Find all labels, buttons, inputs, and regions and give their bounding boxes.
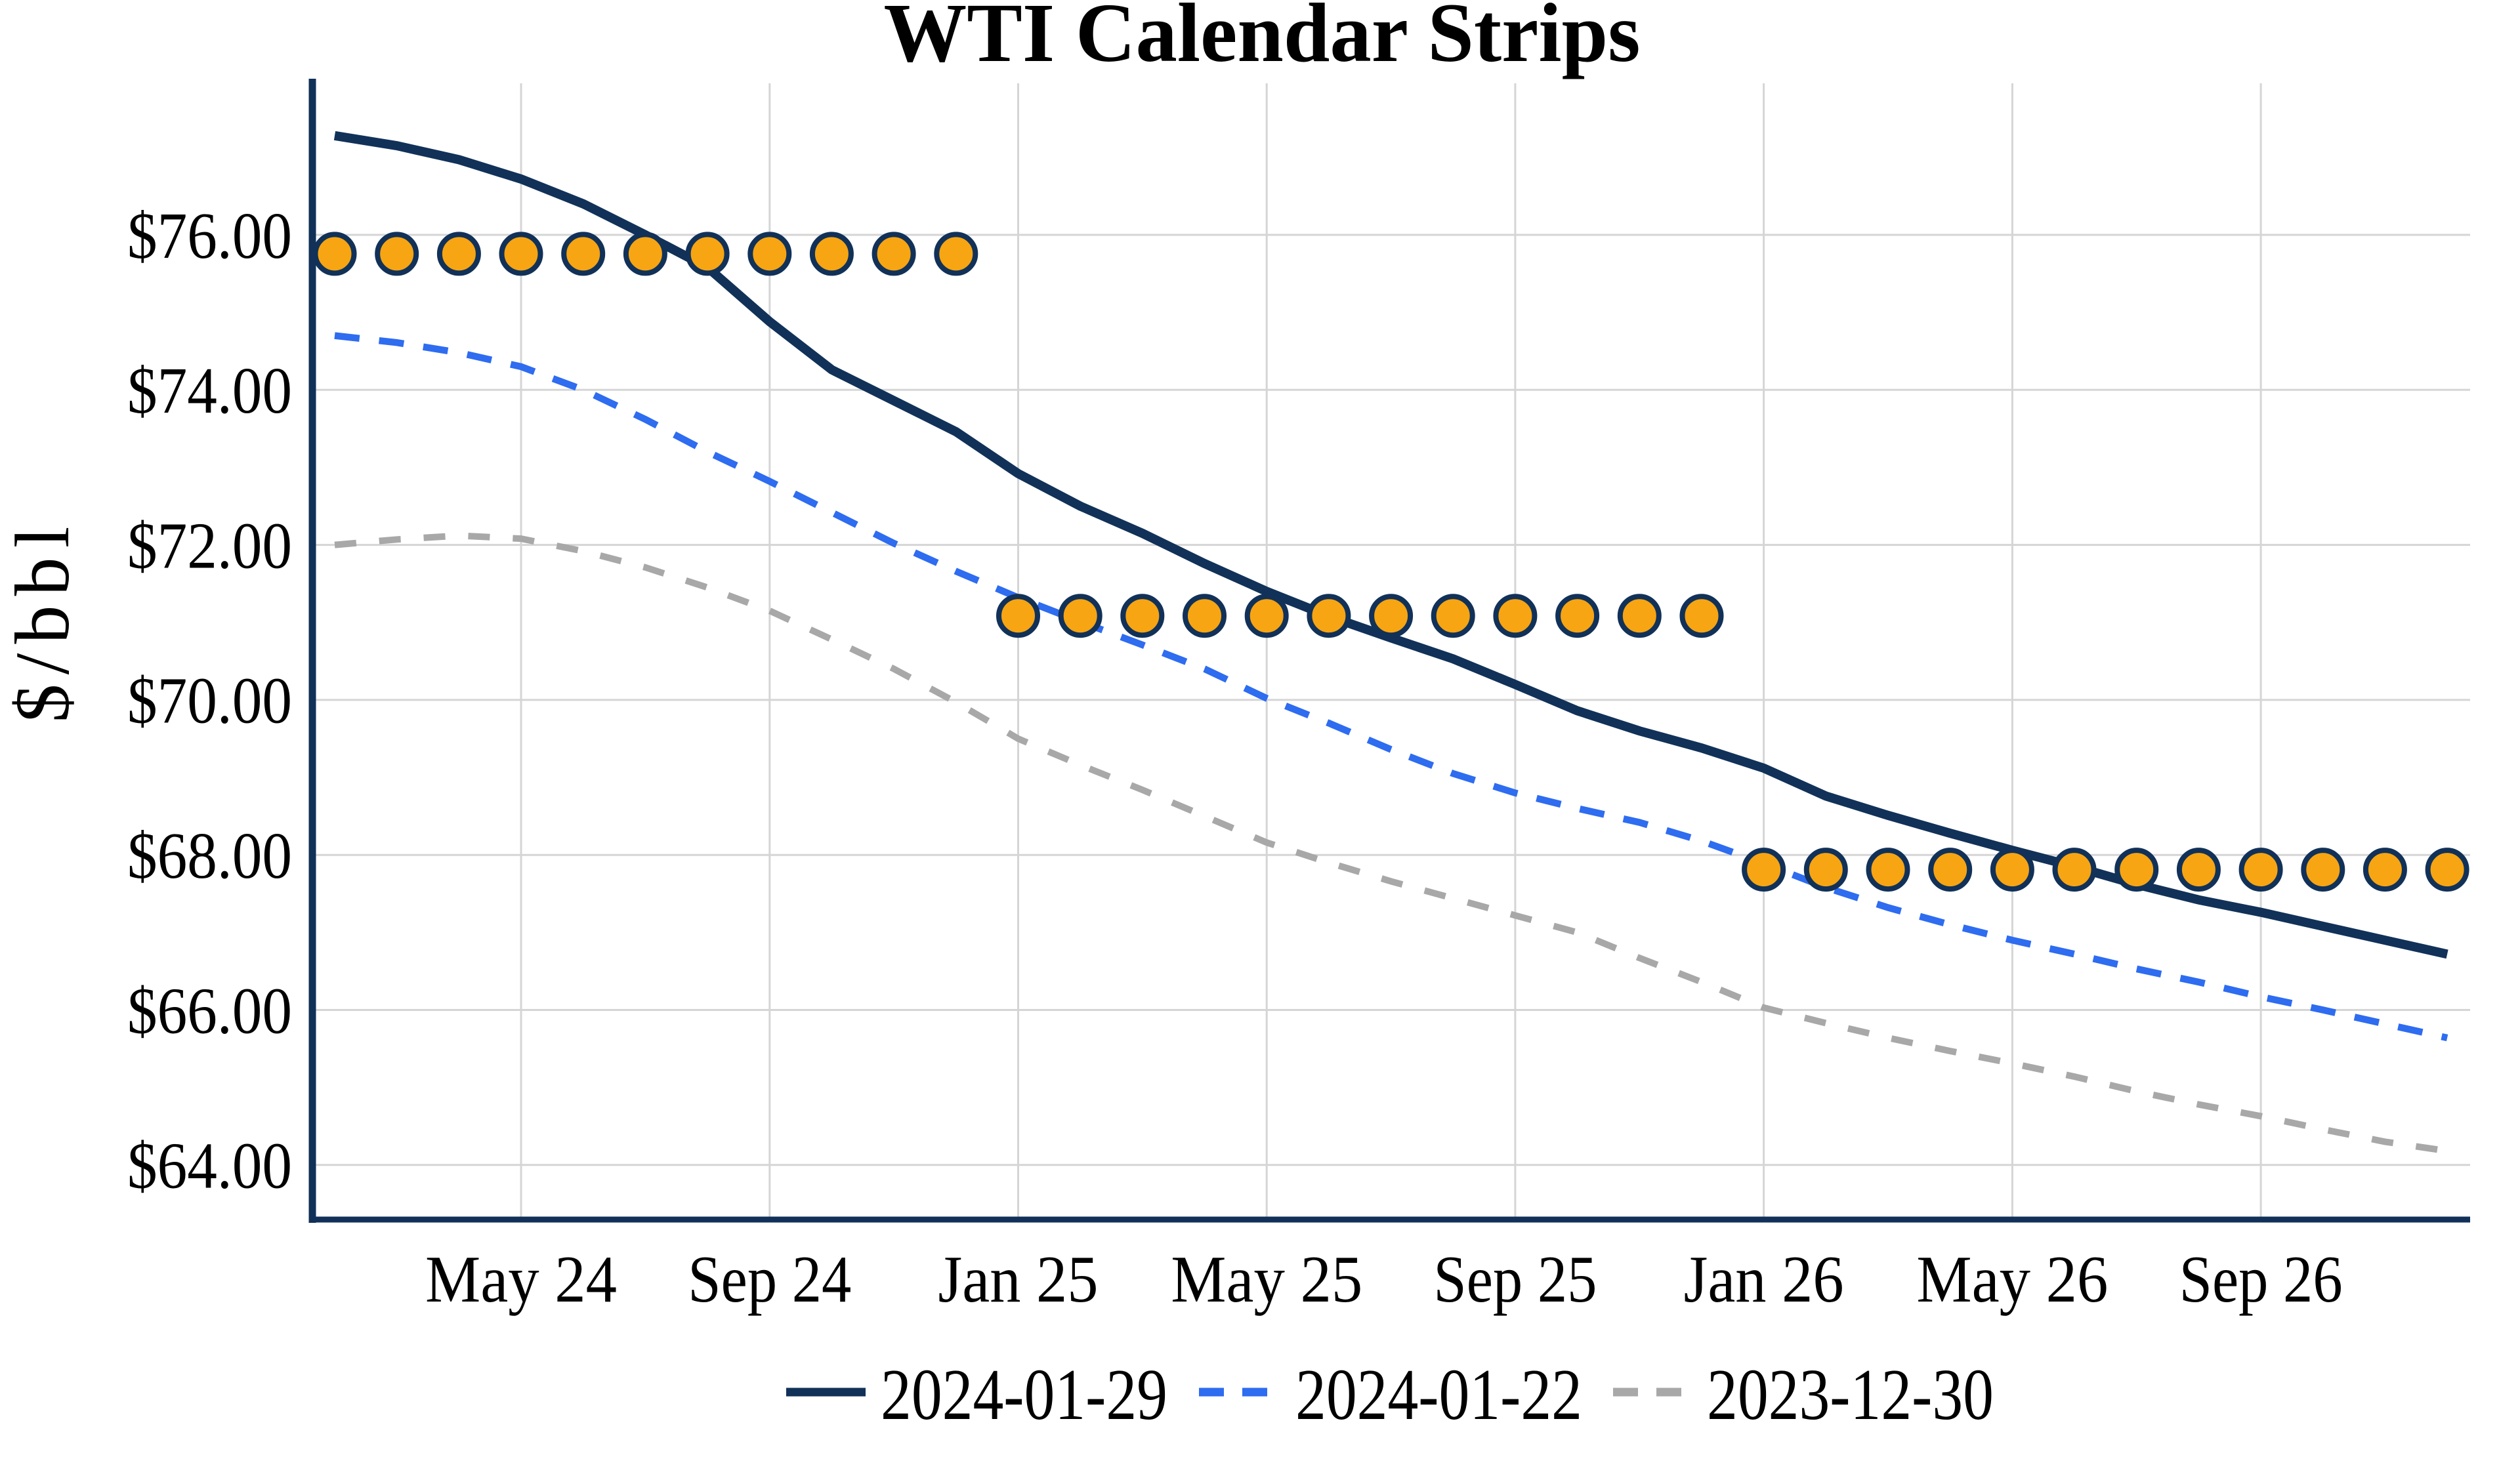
svg-text:$68.00: $68.00 (127, 819, 292, 892)
svg-text:May 25: May 25 (1171, 1243, 1362, 1317)
svg-text:$66.00: $66.00 (127, 974, 292, 1047)
svg-text:$70.00: $70.00 (127, 664, 292, 737)
svg-text:Jan 26: Jan 26 (1684, 1243, 1844, 1317)
svg-text:2024-01-22: 2024-01-22 (1295, 1355, 1582, 1435)
svg-text:WTI Calendar Strips: WTI Calendar Strips (884, 0, 1641, 79)
svg-text:$72.00: $72.00 (127, 508, 292, 582)
svg-text:$/bbl: $/bbl (0, 527, 85, 723)
svg-text:Sep 26: Sep 26 (2179, 1243, 2343, 1317)
svg-text:Sep 25: Sep 25 (1433, 1243, 1597, 1317)
svg-text:2024-01-29: 2024-01-29 (881, 1355, 1167, 1435)
svg-text:May 24: May 24 (425, 1243, 617, 1317)
svg-text:Jan 25: Jan 25 (938, 1243, 1099, 1317)
svg-text:$64.00: $64.00 (127, 1129, 292, 1202)
svg-text:2023-12-30: 2023-12-30 (1707, 1355, 1994, 1435)
svg-text:$76.00: $76.00 (127, 199, 292, 272)
svg-text:May 26: May 26 (1916, 1243, 2108, 1317)
svg-text:$74.00: $74.00 (127, 354, 292, 427)
svg-text:Sep 24: Sep 24 (688, 1243, 851, 1317)
